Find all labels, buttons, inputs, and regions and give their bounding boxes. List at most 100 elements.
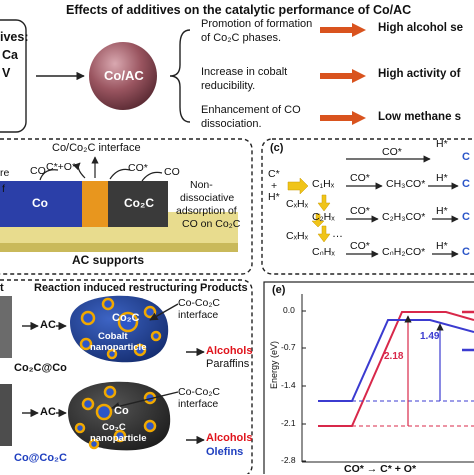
panel-d-frame	[0, 279, 253, 474]
left-fragment-2: f	[2, 183, 5, 195]
top-co: CO*	[382, 146, 402, 158]
effect-3-line-2: dissociation.	[201, 118, 262, 130]
additive-ca: Ca	[2, 48, 18, 62]
figure-title: Effects of additives on the catalytic pe…	[66, 3, 412, 17]
reaction-label: CO* → C* + O*	[344, 463, 417, 475]
top-product: C	[462, 151, 470, 163]
ac-arrows	[22, 321, 67, 418]
effect-3-result: Low methane s	[378, 111, 462, 123]
row-1-species: C₁Hₓ	[312, 178, 335, 190]
row-3-ads: CO*	[350, 240, 370, 252]
co-adsorption-arrow-center	[109, 168, 131, 180]
top-h: H*	[436, 138, 448, 150]
top-interface-line-2: interface	[178, 309, 219, 321]
micrograph-bottom	[0, 384, 12, 446]
panel-d-header-right: Products	[200, 282, 248, 294]
co-center: CO*	[128, 162, 148, 174]
chain-ellipsis: …	[332, 228, 343, 240]
panel-e-frame	[263, 281, 474, 474]
panel-e-tag: (e)	[272, 284, 286, 296]
block-co-label: Co	[32, 196, 48, 210]
product-arrows	[111, 303, 205, 445]
chain-reaction-arrows	[346, 155, 459, 258]
additive-v: V	[2, 66, 11, 80]
energy-ylabel: Energy (eV)	[269, 340, 280, 390]
interface-block	[82, 181, 108, 227]
bottom-inner-label: Co	[114, 405, 129, 417]
co2c-block	[108, 181, 168, 227]
co-block	[0, 181, 82, 227]
top-sphere-line-1: Cobalt	[98, 331, 128, 342]
row-2-ads: CO*	[350, 205, 370, 217]
side-species-2: CₓHₓ	[286, 230, 309, 242]
row-1-ads: CO*	[350, 172, 370, 184]
ytick-0: 0.0	[283, 305, 295, 315]
row-1-intermediate: CH₃CO*	[386, 178, 426, 190]
dissociation-arrow	[72, 162, 86, 179]
row-3-product: C	[462, 246, 470, 258]
micrograph-top	[0, 296, 12, 358]
row-1-product: C	[462, 178, 470, 190]
bottom-interface-line-2: interface	[178, 398, 219, 410]
bottom-product-alcohols: Alcohols	[206, 432, 253, 444]
barrier-blue-value: 1.49	[420, 331, 440, 342]
effect-1-result: High alcohol se	[378, 22, 463, 34]
additives-label: ives:	[0, 30, 29, 44]
effect-2-line-1: Increase in cobalt	[201, 66, 288, 78]
energy-axis	[301, 294, 474, 463]
adsorbate-top: C*+O*	[46, 161, 77, 173]
ytick-3: -2.1	[281, 418, 296, 428]
effect-3-line-1: Enhancement of CO	[201, 104, 301, 116]
effects-brace	[169, 29, 191, 123]
init-plus: +	[271, 180, 278, 192]
top-inner-label: Co₂C	[112, 312, 140, 324]
row-2-species: C₂Hₓ	[312, 211, 335, 223]
bottom-caption: Co@Co₂C	[14, 452, 67, 464]
support-shadow	[0, 243, 238, 252]
co-right: CO	[164, 166, 180, 178]
panel-a-frame	[0, 19, 27, 133]
bottom-sphere-line-1: Co₂C	[102, 422, 126, 433]
side-species-1: CₓHₓ	[286, 198, 309, 210]
chain-growth-arrows	[287, 177, 331, 243]
ytick-4: -2.8	[281, 455, 296, 465]
support-label: AC supports	[72, 253, 144, 267]
panel-d-header-center: Reaction induced restructuring	[34, 282, 198, 294]
top-caption: Co₂C@Co	[14, 362, 67, 374]
top-product-alcohols: Alcohols	[206, 345, 253, 357]
co-inclusions-bottom	[74, 385, 157, 450]
panel-d-header-left: t	[0, 282, 4, 294]
bottom-sphere-line-2: nanoparticle	[90, 433, 147, 444]
effect-2-line-2: reducibility.	[201, 80, 256, 92]
co-left: CO	[30, 165, 46, 177]
row-3-h: H*	[436, 240, 448, 252]
init-h: H*	[268, 191, 280, 203]
energy-path-red	[318, 311, 474, 427]
row-2-intermediate: C₂H₃CO*	[382, 211, 426, 223]
effect-1-line-1: Promotion of formation	[201, 18, 313, 30]
bottom-product-olefins: Olefins	[206, 446, 244, 458]
effect-1-line-2: of Co₂C phases.	[201, 32, 282, 44]
energy-path-blue	[318, 319, 474, 402]
note-line-2: dissociative	[180, 192, 235, 204]
bottom-interface-line-1: Co-Co₂C	[178, 386, 220, 398]
co-adsorption-arrow-right	[141, 171, 163, 182]
co-adsorption-arrow-left	[39, 169, 59, 181]
result-arrows	[320, 23, 366, 125]
effect-2-result: High activity of	[378, 68, 461, 80]
note-line-4: CO on Co₂C	[182, 218, 241, 230]
note-line-3: adsorption of	[176, 205, 237, 217]
note-line-1: Non-	[190, 179, 213, 191]
row-1-h: H*	[436, 172, 448, 184]
init-c: C*	[268, 168, 280, 180]
top-product-paraffins: Paraffins	[206, 358, 250, 370]
row-3-intermediate: CₙH₂CO*	[382, 246, 426, 258]
row-2-product: C	[462, 211, 470, 223]
panel-c-frame	[261, 138, 474, 275]
left-fragment-1: re	[0, 167, 10, 179]
top-ac-label: AC	[40, 319, 56, 331]
top-interface-line-1: Co-Co₂C	[178, 297, 220, 309]
co-ac-sphere	[89, 42, 157, 110]
top-sphere-line-2: nanoparticle	[90, 342, 147, 353]
